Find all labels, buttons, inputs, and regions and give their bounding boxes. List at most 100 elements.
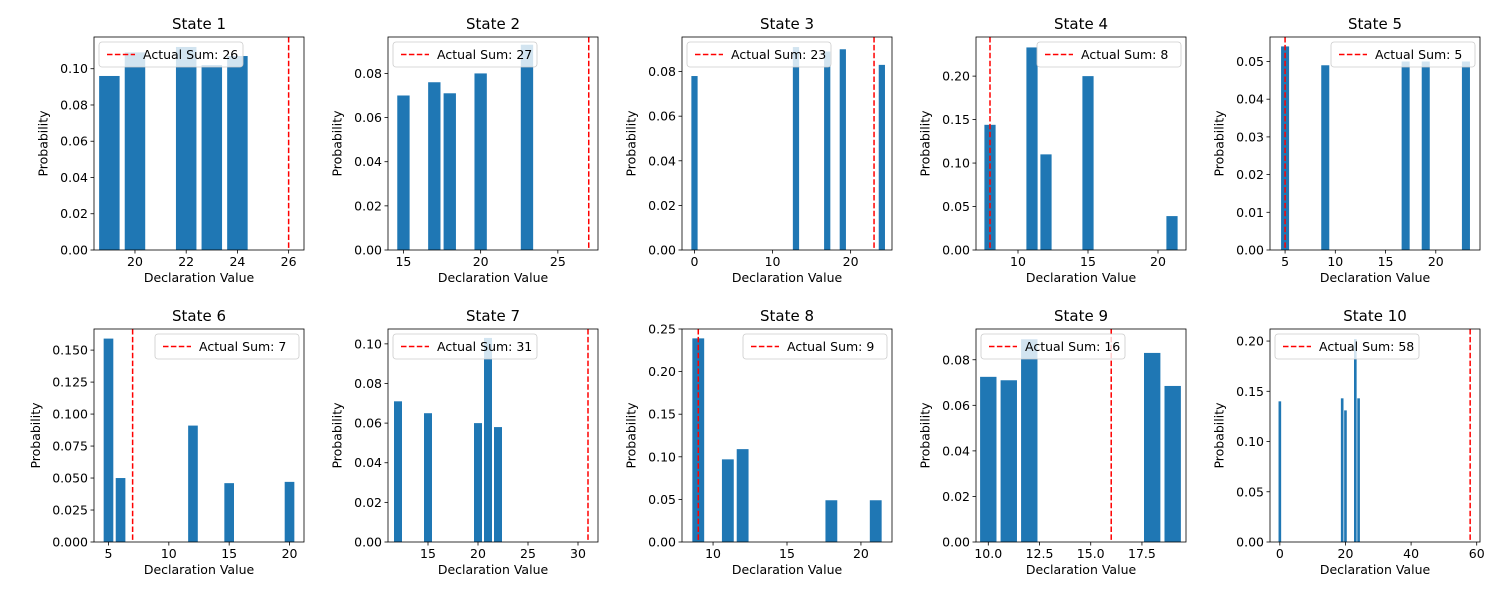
bar (520, 44, 534, 250)
x-tick-label: 10 (1010, 254, 1026, 269)
y-axis-label: Probability (918, 110, 933, 177)
legend-label: Actual Sum: 8 (1081, 47, 1168, 62)
x-tick-label: 15.0 (1077, 546, 1105, 561)
x-tick-label: 15 (221, 546, 237, 561)
axes-frame (975, 36, 1187, 251)
y-tick-label: 0.10 (354, 336, 382, 351)
subplot-state-4: 10 15 20 0.00 0.05 0.10 0.15 0.20 State 4 Declara… (918, 15, 1187, 285)
y-axis-label: Probability (624, 402, 639, 469)
y-tick-label: 0.04 (942, 443, 970, 458)
legend-label: Actual Sum: 27 (437, 47, 532, 62)
bar (474, 423, 482, 542)
chart-title: State 6 (172, 307, 226, 325)
subplot-state-10: 0 20 40 60 0.00 0.05 0.10 0.15 0.20 State 10 Decla… (1212, 307, 1485, 577)
bar (824, 51, 831, 251)
y-tick-label: 0.02 (354, 495, 382, 510)
bar (825, 500, 838, 542)
y-tick-label: 0.25 (648, 322, 676, 337)
y-tick-label: 0.10 (942, 156, 970, 171)
bar (494, 427, 502, 542)
bar (124, 52, 146, 251)
x-tick-label: 26 (281, 254, 297, 269)
y-tick-label: 0.02 (60, 206, 88, 221)
y-axis-label: Probability (28, 402, 43, 469)
y-tick-label: 0.00 (942, 535, 970, 550)
axes-frame (1269, 328, 1481, 543)
y-tick-label: 0.08 (60, 97, 88, 112)
y-tick-label: 0.100 (52, 407, 88, 422)
x-axis-label: Declaration Value (144, 562, 255, 577)
y-tick-label: 0.06 (942, 398, 970, 413)
bar (484, 337, 492, 542)
y-tick-label: 0.20 (1236, 334, 1264, 349)
subplot-state-3: 0 10 20 0.00 0.02 0.04 0.06 0.08 State 3 Declarat… (624, 15, 893, 285)
y-tick-label: 0.06 (648, 109, 676, 124)
plot-area (682, 329, 892, 542)
x-tick-label: 20 (1428, 254, 1444, 269)
y-tick-label: 0.04 (648, 153, 676, 168)
bar (175, 46, 197, 250)
x-axis-label: Declaration Value (1320, 270, 1431, 285)
bar (1278, 401, 1282, 542)
x-tick-label: 20 (1338, 546, 1354, 561)
legend-box (392, 41, 538, 68)
subplot-state-2: 15 20 25 0.00 0.02 0.04 0.06 0.08 State 2 Declara… (330, 15, 599, 285)
subplot-state-5: 5 10 15 20 0.00 0.01 0.02 0.03 0.04 0.05 State 5 De… (1212, 15, 1481, 285)
x-tick-label: 40 (1403, 546, 1419, 561)
x-tick-label: 15 (420, 546, 436, 561)
y-tick-label: 0.05 (648, 492, 676, 507)
x-tick-label: 10 (765, 254, 781, 269)
y-tick-label: 0.08 (942, 352, 970, 367)
x-tick-label: 0 (691, 254, 699, 269)
x-tick-label: 20 (470, 546, 486, 561)
y-tick-label: 0.08 (354, 376, 382, 391)
y-tick-label: 0.04 (1236, 92, 1264, 107)
chart-title: State 8 (760, 307, 814, 325)
y-tick-label: 0.05 (1236, 484, 1264, 499)
bar (1144, 352, 1161, 542)
bar (227, 56, 248, 250)
bar (201, 65, 223, 250)
x-tick-label: 10 (705, 546, 721, 561)
y-tick-label: 0.00 (354, 243, 382, 258)
bar (188, 425, 198, 542)
bar (1082, 76, 1094, 250)
y-tick-label: 0.125 (52, 375, 88, 390)
bar (792, 47, 800, 250)
bar (224, 483, 234, 542)
chart-title: State 2 (466, 15, 520, 33)
bar (443, 93, 456, 250)
legend: Actual Sum: 31 (392, 333, 538, 360)
y-tick-label: 0.150 (52, 343, 88, 358)
axes-frame (681, 36, 893, 251)
legend-box (980, 333, 1126, 360)
y-tick-label: 0.00 (1236, 535, 1264, 550)
legend: Actual Sum: 5 (1330, 41, 1476, 68)
y-tick-label: 0.00 (354, 535, 382, 550)
legend: Actual Sum: 27 (392, 41, 538, 68)
bar (1166, 216, 1178, 250)
x-tick-label: 0 (1276, 546, 1284, 561)
x-axis-label: Declaration Value (1320, 562, 1431, 577)
y-tick-label: 0.10 (648, 449, 676, 464)
y-tick-label: 0.00 (648, 535, 676, 550)
y-axis-label: Probability (330, 110, 345, 177)
axes-frame (387, 36, 599, 251)
y-tick-label: 0.02 (354, 198, 382, 213)
x-tick-label: 10 (1327, 254, 1343, 269)
bar (736, 449, 749, 542)
y-axis-label: Probability (918, 402, 933, 469)
legend: Actual Sum: 26 (98, 41, 244, 68)
chart-title: State 5 (1348, 15, 1402, 33)
legend-box (1036, 41, 1182, 68)
y-tick-label: 0.06 (354, 416, 382, 431)
plot-area (388, 37, 598, 250)
legend: Actual Sum: 9 (742, 333, 888, 360)
bar (99, 75, 120, 251)
y-tick-label: 0.04 (60, 170, 88, 185)
legend-label: Actual Sum: 23 (731, 47, 826, 62)
legend-box (154, 333, 300, 360)
bar (1040, 154, 1052, 250)
